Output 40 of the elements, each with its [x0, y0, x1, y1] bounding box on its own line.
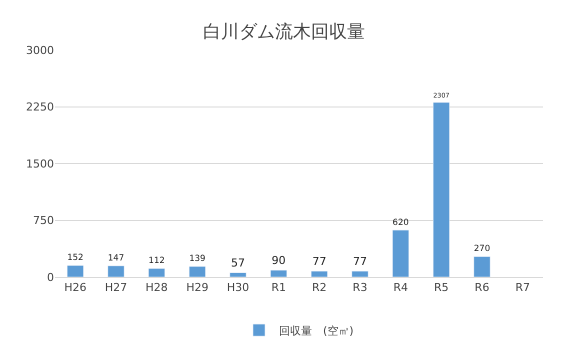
- data-label: 620: [392, 218, 409, 228]
- x-tick-label: H27: [104, 281, 128, 294]
- bar: [432, 102, 450, 277]
- data-label: 139: [189, 254, 206, 264]
- y-tick-label: 3000: [26, 44, 54, 57]
- bar: [108, 266, 124, 277]
- bar: [474, 256, 490, 277]
- y-tick-label: 750: [33, 214, 54, 228]
- x-tick-label: H26: [64, 281, 86, 294]
- bar: [310, 270, 328, 277]
- x-tick-label: H30: [226, 281, 250, 294]
- x-tick-label: R7: [515, 281, 530, 294]
- bar: [66, 265, 84, 277]
- y-tick-label: 2250: [26, 100, 54, 114]
- data-label: 152: [67, 253, 84, 264]
- data-label: 112: [148, 256, 165, 266]
- x-tick-label: H28: [146, 281, 168, 294]
- y-tick-label: 1500: [26, 157, 54, 170]
- legend-label: 回収量 (空㎥): [279, 324, 354, 338]
- bar: [270, 270, 288, 277]
- bar: [148, 268, 166, 277]
- bar: [188, 266, 206, 277]
- bar: [352, 270, 368, 277]
- bar: [392, 230, 410, 277]
- x-tick-label: R4: [393, 281, 408, 294]
- data-label: 147: [108, 254, 124, 264]
- data-label: 90: [272, 254, 286, 268]
- x-tick-label: R5: [434, 281, 449, 294]
- chart-title: 白川ダム流木回収量: [203, 22, 365, 43]
- data-label: 57: [231, 256, 245, 270]
- data-label: 77: [353, 255, 367, 268]
- data-label: 270: [474, 244, 490, 254]
- x-tick-label: R3: [352, 281, 368, 294]
- x-tick-label: H29: [186, 281, 208, 294]
- y-tick-label: 0: [47, 270, 54, 284]
- x-tick-label: R2: [312, 281, 327, 294]
- bar: [230, 272, 246, 277]
- data-label: 77: [312, 255, 326, 268]
- x-tick-label: R1: [271, 281, 286, 294]
- x-tick-label: R6: [474, 281, 490, 294]
